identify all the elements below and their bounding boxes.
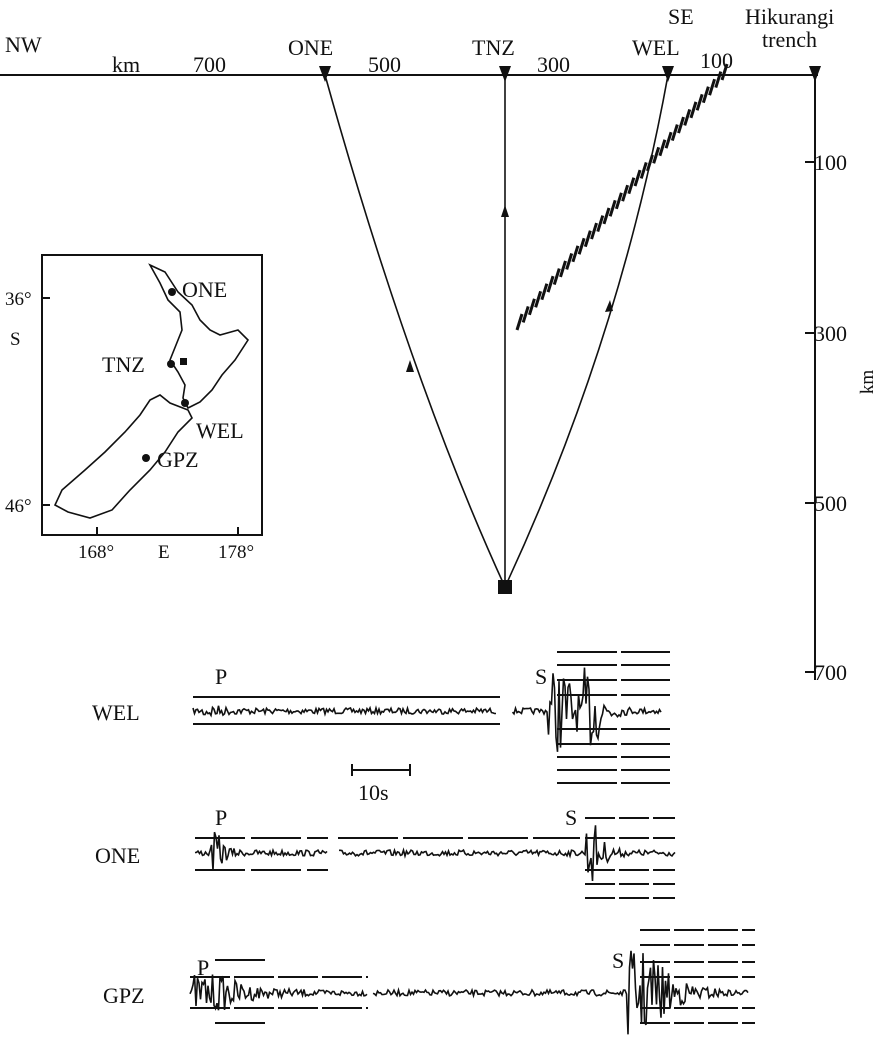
scale-label: 10s <box>358 780 389 805</box>
hypocenter <box>498 580 512 594</box>
distance-label: 500 <box>368 52 401 77</box>
hatch <box>534 290 543 308</box>
hatch <box>527 298 536 316</box>
hatch <box>596 215 605 232</box>
map-ticks <box>42 297 239 535</box>
hatch <box>614 192 623 210</box>
map-station-label: TNZ <box>102 352 145 377</box>
hatch <box>590 222 598 240</box>
hatch <box>515 313 524 331</box>
depth-ticks <box>805 161 815 673</box>
lon-label: 178° <box>218 542 254 563</box>
lat-label: 36° <box>5 289 32 310</box>
hatch <box>552 268 561 285</box>
trace <box>192 667 662 752</box>
map-station-label: WEL <box>196 418 244 443</box>
distance-label: 100 <box>700 48 733 73</box>
trench-label: Hikurangi <box>745 4 834 29</box>
slab-hatching <box>515 63 729 331</box>
hatch <box>695 93 704 111</box>
distance-unit: km <box>112 52 140 77</box>
hatch <box>708 78 717 96</box>
trace-station: WEL <box>92 700 140 725</box>
hatch <box>521 305 530 323</box>
hatch <box>646 154 654 172</box>
s-label: S <box>612 948 624 973</box>
hatch <box>714 71 723 89</box>
hatch <box>701 86 710 104</box>
hatch <box>577 237 586 255</box>
scale-bar <box>351 764 411 776</box>
trace <box>194 825 676 882</box>
hatch <box>546 275 555 293</box>
hatch <box>689 101 698 119</box>
depth-label: 700 <box>814 660 847 685</box>
p-label: P <box>197 955 209 980</box>
hatch <box>608 199 617 217</box>
map-stations <box>142 288 189 462</box>
lon-hemisphere: E <box>158 542 170 563</box>
lat-hemisphere: S <box>10 329 21 350</box>
trench-label: trench <box>762 27 817 52</box>
s-label: S <box>535 664 547 689</box>
hatch <box>677 116 685 134</box>
nw-label: NW <box>5 32 42 57</box>
lon-label: 168° <box>78 542 114 563</box>
hatch <box>540 283 549 301</box>
seismogram-traces <box>189 651 755 1035</box>
map-station-label: ONE <box>182 277 227 302</box>
depth-label: 100 <box>814 150 847 175</box>
hatch <box>621 184 630 202</box>
p-label: P <box>215 805 227 830</box>
station-arrows <box>319 66 821 82</box>
ray <box>324 74 506 588</box>
map-station-label: GPZ <box>157 447 199 472</box>
coastline <box>148 263 250 410</box>
s-label: S <box>565 805 577 830</box>
hatch <box>639 162 648 179</box>
hatch <box>633 169 642 187</box>
station-label: ONE <box>288 35 333 60</box>
distance-label: 300 <box>537 52 570 77</box>
hatch <box>627 177 636 195</box>
hatch <box>571 245 580 263</box>
ray <box>504 74 669 588</box>
hatch <box>670 124 679 142</box>
station-label: TNZ <box>472 35 515 60</box>
p-label: P <box>215 664 227 689</box>
station-label: WEL <box>632 35 680 60</box>
hatch <box>720 63 729 81</box>
coastline <box>53 394 193 519</box>
trace-station: ONE <box>95 843 140 868</box>
hatch <box>664 131 673 149</box>
hatch <box>583 230 592 248</box>
se-label: SE <box>668 4 694 29</box>
hatch <box>602 207 611 225</box>
depth-label: 500 <box>814 491 847 516</box>
ray-arrows <box>406 205 613 372</box>
lat-label: 46° <box>5 496 32 517</box>
trace-station: GPZ <box>103 983 145 1008</box>
distance-label: 700 <box>193 52 226 77</box>
trace <box>189 950 749 1035</box>
hatch <box>652 146 661 164</box>
depth-label: 300 <box>814 321 847 346</box>
hatch <box>658 139 667 157</box>
hatch <box>565 252 574 270</box>
hatch <box>683 109 692 126</box>
hatch <box>559 260 567 278</box>
depth-unit: km <box>857 370 875 395</box>
inset-map <box>41 254 263 536</box>
